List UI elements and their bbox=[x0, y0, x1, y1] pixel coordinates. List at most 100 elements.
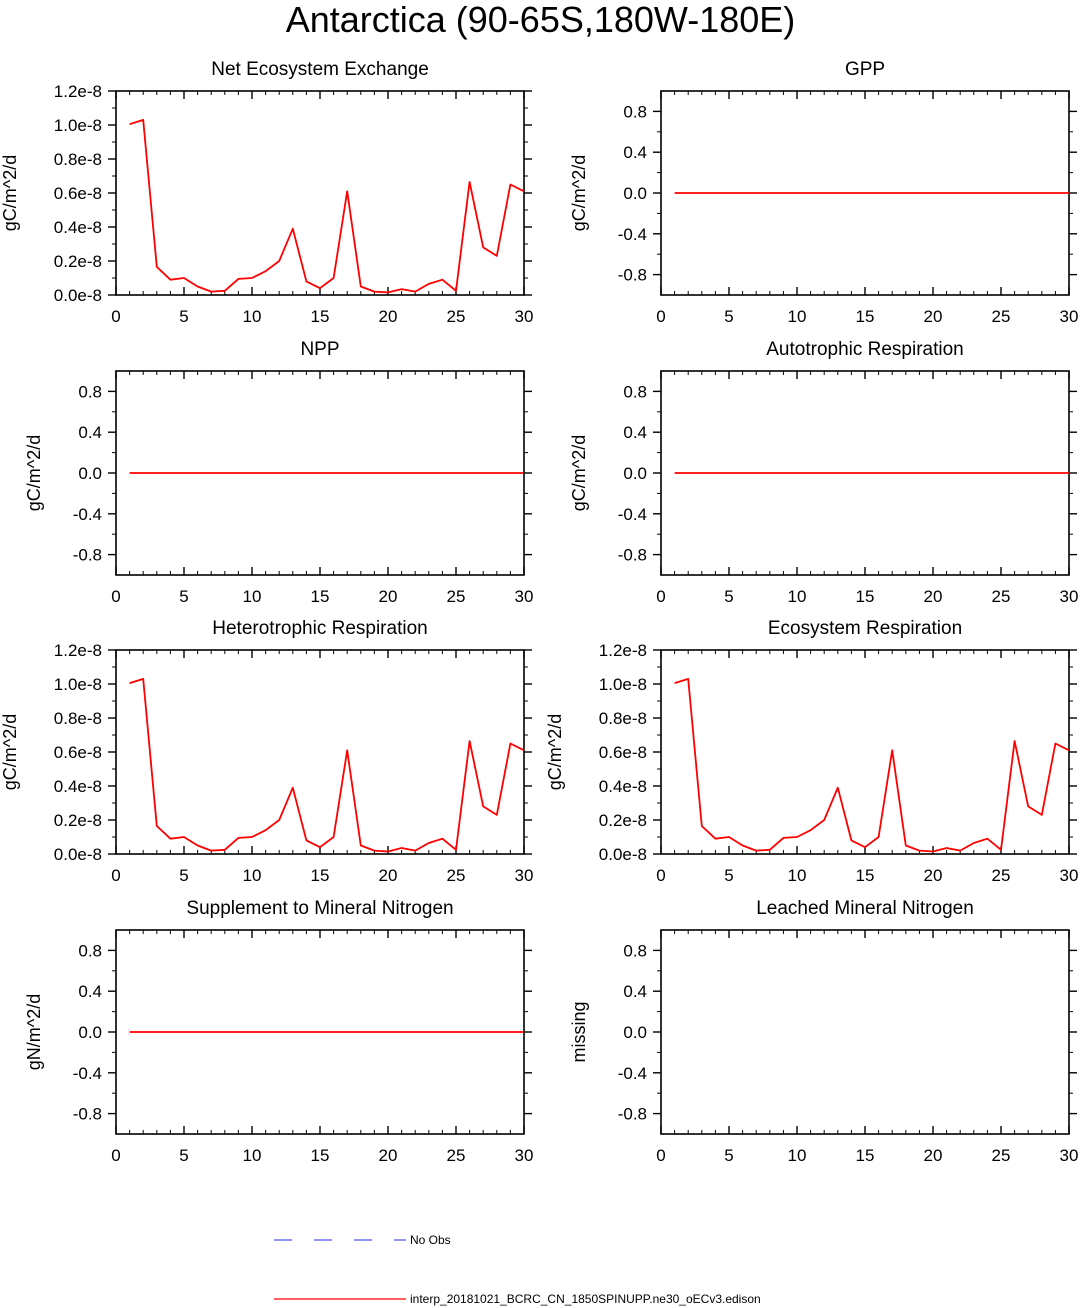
panel-title: GPP bbox=[845, 59, 885, 80]
x-tick-label: 0 bbox=[111, 587, 120, 606]
y-tick-label: -0.4 bbox=[73, 505, 102, 524]
figure-title: Antarctica (90-65S,180W-180E) bbox=[285, 0, 796, 40]
x-tick-label: 5 bbox=[179, 587, 188, 606]
chart-panel-8: Leached Mineral Nitrogen 0 5 10 15 20 25 30 -0.8… bbox=[569, 898, 1078, 1165]
x-tick-label: 10 bbox=[788, 587, 807, 606]
x-tick-label: 10 bbox=[243, 1146, 262, 1165]
y-axis-label: gC/m^2/d bbox=[569, 155, 589, 231]
chart-panel-1: Net Ecosystem Exchange 0 5 10 15 20 25 30 0.0e-8… bbox=[0, 59, 533, 326]
x-tick-label: 20 bbox=[379, 587, 398, 606]
x-tick-label: 5 bbox=[724, 587, 733, 606]
y-tick-label: 0.6e-8 bbox=[54, 184, 102, 203]
y-tick-label: 1.2e-8 bbox=[54, 641, 102, 660]
y-tick-label: 0.0 bbox=[623, 1023, 647, 1042]
y-tick-label: -0.4 bbox=[73, 1064, 102, 1083]
x-tick-label: 30 bbox=[515, 1146, 534, 1165]
y-tick-label: 0.8 bbox=[78, 941, 102, 960]
x-tick-label: 20 bbox=[379, 307, 398, 326]
plot-frame bbox=[660, 649, 1070, 855]
x-tick-label: 0 bbox=[111, 1146, 120, 1165]
y-tick-label: -0.8 bbox=[618, 266, 647, 285]
x-tick-label: 10 bbox=[243, 587, 262, 606]
panel-title: Net Ecosystem Exchange bbox=[211, 59, 429, 80]
y-tick-label: 0.0e-8 bbox=[599, 845, 647, 864]
chart-panel-6: Ecosystem Respiration 0 5 10 15 20 25 30 0.0e-8 0… bbox=[545, 618, 1078, 885]
y-tick-label: 0.0e-8 bbox=[54, 845, 102, 864]
y-tick-label: 0.4 bbox=[623, 423, 647, 442]
panel-title: NPP bbox=[300, 339, 339, 360]
y-axis-label: gN/m^2/d bbox=[24, 994, 44, 1070]
x-tick-label: 15 bbox=[311, 587, 330, 606]
x-tick-label: 5 bbox=[724, 307, 733, 326]
x-tick-label: 30 bbox=[515, 307, 534, 326]
x-tick-label: 20 bbox=[379, 866, 398, 885]
y-tick-label: 0.8 bbox=[623, 102, 647, 121]
x-tick-label: 20 bbox=[924, 1146, 943, 1165]
plot-frame bbox=[660, 929, 1070, 1135]
x-tick-label: 5 bbox=[179, 307, 188, 326]
x-tick-label: 25 bbox=[992, 587, 1011, 606]
chart-panel-3: NPP 0 5 10 15 20 25 30 -0.8 -0.4 0.0 0.4 0.8 gC/m^2/d bbox=[24, 339, 533, 606]
y-tick-label: 0.4 bbox=[623, 143, 647, 162]
panel-title: Supplement to Mineral Nitrogen bbox=[186, 898, 453, 919]
y-tick-label: 0.4 bbox=[78, 423, 102, 442]
x-tick-label: 5 bbox=[724, 1146, 733, 1165]
series-line-1 bbox=[129, 119, 525, 294]
x-tick-label: 25 bbox=[992, 307, 1011, 326]
y-tick-label: 0.0 bbox=[78, 1023, 102, 1042]
x-tick-label: 25 bbox=[447, 587, 466, 606]
x-tick-label: 25 bbox=[992, 1146, 1011, 1165]
y-tick-label: 0.4e-8 bbox=[599, 777, 647, 796]
x-tick-label: 30 bbox=[1060, 587, 1079, 606]
x-tick-label: 15 bbox=[856, 307, 875, 326]
x-tick-label: 30 bbox=[1060, 307, 1079, 326]
y-tick-label: 0.4e-8 bbox=[54, 218, 102, 237]
y-tick-label: 0.8e-8 bbox=[54, 150, 102, 169]
series-line-1 bbox=[129, 678, 525, 853]
y-tick-label: 0.0 bbox=[623, 184, 647, 203]
y-tick-label: -0.8 bbox=[618, 546, 647, 565]
y-tick-label: -0.8 bbox=[73, 546, 102, 565]
y-tick-label: 0.8 bbox=[623, 941, 647, 960]
chart-panel-5: Heterotrophic Respiration 0 5 10 15 20 25 30 0.0… bbox=[0, 618, 533, 885]
y-tick-label: 1.0e-8 bbox=[54, 116, 102, 135]
x-tick-label: 10 bbox=[788, 866, 807, 885]
y-tick-label: -0.4 bbox=[618, 225, 647, 244]
panel-title: Ecosystem Respiration bbox=[768, 618, 962, 639]
chart-panel-7: Supplement to Mineral Nitrogen 0 5 10 15 20 25… bbox=[24, 898, 533, 1165]
y-tick-label: 1.0e-8 bbox=[599, 675, 647, 694]
y-tick-label: 1.0e-8 bbox=[54, 675, 102, 694]
legend-model-line bbox=[274, 1298, 406, 1300]
x-tick-label: 15 bbox=[311, 1146, 330, 1165]
y-axis-label: gC/m^2/d bbox=[0, 155, 20, 231]
x-tick-label: 15 bbox=[311, 866, 330, 885]
x-tick-label: 10 bbox=[788, 1146, 807, 1165]
x-tick-label: 0 bbox=[656, 307, 665, 326]
y-tick-label: -0.4 bbox=[618, 1064, 647, 1083]
x-tick-label: 25 bbox=[992, 866, 1011, 885]
x-tick-label: 30 bbox=[1060, 1146, 1079, 1165]
x-tick-label: 0 bbox=[111, 866, 120, 885]
legend-obs-line bbox=[274, 1239, 406, 1241]
x-tick-label: 30 bbox=[515, 587, 534, 606]
x-tick-label: 20 bbox=[924, 307, 943, 326]
x-tick-label: 20 bbox=[924, 866, 943, 885]
y-tick-label: 0.4e-8 bbox=[54, 777, 102, 796]
y-tick-label: 0.8e-8 bbox=[599, 709, 647, 728]
y-axis-label: gC/m^2/d bbox=[569, 435, 589, 511]
x-tick-label: 10 bbox=[788, 307, 807, 326]
panel-title: Autotrophic Respiration bbox=[766, 339, 964, 360]
y-tick-label: 0.6e-8 bbox=[599, 743, 647, 762]
x-tick-label: 20 bbox=[924, 587, 943, 606]
y-tick-label: 0.2e-8 bbox=[599, 811, 647, 830]
y-axis-label: missing bbox=[569, 1001, 589, 1062]
y-tick-label: 0.0e-8 bbox=[54, 286, 102, 305]
x-tick-label: 30 bbox=[515, 866, 534, 885]
y-tick-label: -0.8 bbox=[73, 1105, 102, 1124]
x-tick-label: 25 bbox=[447, 307, 466, 326]
y-tick-label: 0.8 bbox=[78, 382, 102, 401]
x-tick-label: 15 bbox=[311, 307, 330, 326]
x-tick-label: 25 bbox=[447, 866, 466, 885]
x-tick-label: 5 bbox=[179, 1146, 188, 1165]
